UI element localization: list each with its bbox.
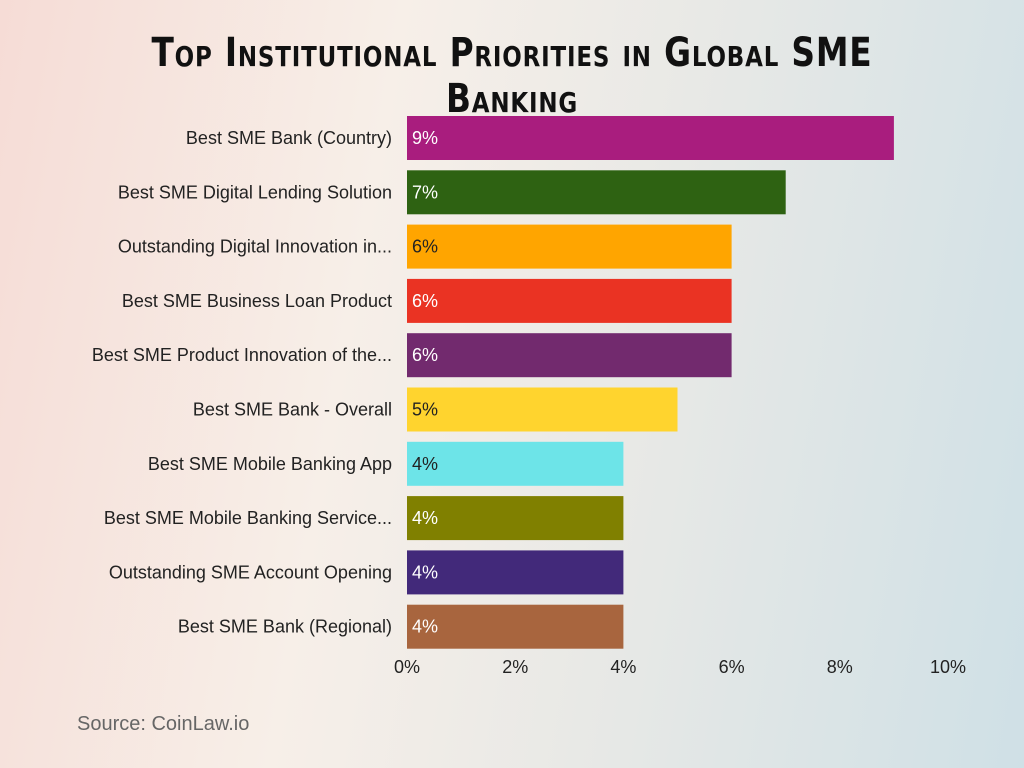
chart-title: Top Institutional Priorities in Global S… bbox=[151, 30, 873, 122]
x-tick-label: 6% bbox=[719, 657, 745, 677]
data-label: 6% bbox=[412, 345, 438, 365]
bar bbox=[407, 387, 678, 432]
data-label: 4% bbox=[412, 562, 438, 582]
data-label: 4% bbox=[412, 617, 438, 637]
bar bbox=[407, 604, 624, 649]
category-label: Best SME Business Loan Product bbox=[122, 291, 392, 311]
data-label: 4% bbox=[412, 454, 438, 474]
bar bbox=[407, 441, 624, 486]
category-label: Best SME Bank (Country) bbox=[186, 128, 392, 148]
category-label: Outstanding Digital Innovation in... bbox=[118, 237, 392, 257]
category-label: Best SME Bank - Overall bbox=[193, 400, 392, 420]
data-label: 4% bbox=[412, 508, 438, 528]
source-note: Source: CoinLaw.io bbox=[77, 713, 250, 735]
data-label: 9% bbox=[412, 128, 438, 148]
x-tick-label: 4% bbox=[610, 657, 636, 677]
x-tick-label: 0% bbox=[394, 657, 420, 677]
category-label: Best SME Digital Lending Solution bbox=[118, 182, 392, 202]
bar bbox=[407, 333, 732, 378]
bar bbox=[407, 496, 624, 541]
x-tick-label: 8% bbox=[827, 657, 853, 677]
bar bbox=[407, 550, 624, 595]
data-label: 6% bbox=[412, 237, 438, 257]
bar bbox=[407, 278, 732, 323]
data-label: 7% bbox=[412, 182, 438, 202]
category-label: Best SME Product Innovation of the... bbox=[92, 345, 392, 365]
bar bbox=[407, 224, 732, 269]
bar bbox=[407, 170, 786, 215]
x-tick-label: 10% bbox=[930, 657, 966, 677]
data-label: 6% bbox=[412, 291, 438, 311]
data-label: 5% bbox=[412, 400, 438, 420]
category-label: Best SME Mobile Banking App bbox=[148, 454, 392, 474]
bar bbox=[407, 116, 894, 160]
x-tick-label: 2% bbox=[502, 657, 528, 677]
category-label: Best SME Mobile Banking Service... bbox=[104, 508, 392, 528]
category-label: Best SME Bank (Regional) bbox=[178, 617, 392, 637]
category-label: Outstanding SME Account Opening bbox=[109, 562, 392, 582]
